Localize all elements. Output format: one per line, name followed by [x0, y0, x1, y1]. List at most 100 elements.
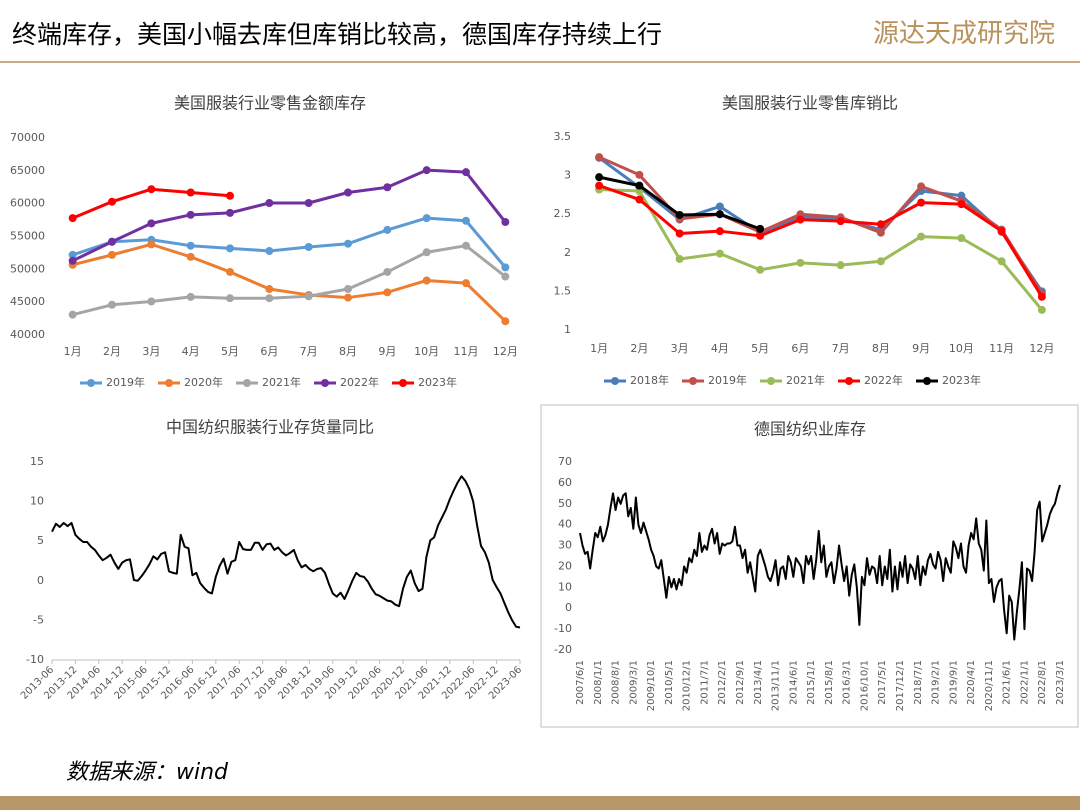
- y-tick-label: 1: [564, 323, 571, 336]
- y-tick-label: 70000: [10, 131, 45, 144]
- x-tick-label: 2007/6/1: [575, 660, 586, 705]
- chart-title: 中国纺织服装行业存货量同比: [166, 418, 374, 437]
- x-tick-label: 2月: [103, 345, 121, 358]
- marker: [715, 249, 724, 258]
- marker: [917, 232, 926, 241]
- x-tick-label: 2013/11/1: [771, 660, 782, 711]
- marker: [344, 188, 352, 197]
- marker: [501, 317, 510, 326]
- marker: [383, 288, 392, 297]
- x-tick-label: 1月: [64, 345, 82, 358]
- y-tick-label: -10: [26, 653, 44, 666]
- y-tick-label: 70: [558, 455, 572, 468]
- legend-marker: [243, 379, 251, 387]
- marker: [383, 267, 392, 276]
- x-tick-label: 2020/4/1: [966, 660, 977, 705]
- marker: [501, 263, 510, 272]
- x-tick-label: 10月: [414, 345, 439, 358]
- marker: [997, 257, 1006, 266]
- x-tick-label: 2016/3/1: [842, 660, 853, 705]
- x-tick-label: 3月: [671, 342, 689, 355]
- legend-label: 2019年: [106, 375, 145, 389]
- marker: [265, 285, 274, 294]
- line: [72, 216, 507, 269]
- line: [72, 242, 507, 323]
- line: [598, 156, 1044, 293]
- x-tick-label: 3月: [142, 345, 160, 358]
- y-tick-label: 60000: [10, 197, 45, 210]
- marker: [675, 254, 684, 263]
- legend-marker: [611, 377, 619, 385]
- x-tick-label: 2009/10/1: [646, 660, 657, 711]
- legend-label: 2023年: [418, 375, 457, 389]
- marker: [756, 231, 765, 240]
- y-tick-label: 0: [37, 574, 44, 587]
- x-tick-label: 2012/2/1: [717, 660, 728, 705]
- x-tick-label: 2月: [630, 342, 648, 355]
- legend-label: 2023年: [942, 373, 981, 387]
- marker: [186, 210, 195, 219]
- marker: [304, 199, 313, 208]
- x-tick-label: 2014/6/1: [788, 660, 799, 705]
- marker: [422, 248, 431, 257]
- marker: [462, 168, 470, 177]
- y-tick-label: 65000: [10, 164, 45, 177]
- x-tick-label: 2021/6/1: [1002, 660, 1013, 705]
- y-tick-label: 3.5: [554, 130, 572, 143]
- marker: [715, 210, 724, 219]
- x-tick-label: 2015/8/1: [824, 660, 835, 705]
- x-tick-label: 9月: [378, 345, 396, 358]
- marker: [68, 214, 77, 223]
- marker: [422, 276, 431, 285]
- x-tick-label: 2019/2/1: [931, 660, 942, 705]
- marker: [876, 220, 885, 229]
- legend-marker: [165, 379, 173, 387]
- marker: [226, 191, 234, 200]
- x-tick-label: 2023/3/1: [1055, 660, 1066, 705]
- marker: [796, 215, 805, 224]
- y-tick-label: 40: [558, 518, 572, 531]
- y-tick-label: 30: [558, 539, 572, 552]
- legend-label: 2020年: [184, 375, 223, 389]
- line: [72, 244, 507, 317]
- x-tick-label: 2008/8/1: [611, 660, 622, 705]
- marker: [147, 297, 156, 306]
- x-tick-label: 2011/7/1: [699, 660, 710, 705]
- y-tick-label: 3: [564, 169, 571, 182]
- marker: [462, 279, 470, 288]
- y-tick-label: -20: [554, 643, 572, 656]
- y-tick-label: -5: [33, 613, 44, 626]
- x-tick-label: 8月: [339, 345, 357, 358]
- y-tick-label: 40000: [10, 328, 45, 341]
- legend-marker: [87, 379, 95, 387]
- y-tick-label: 10: [30, 495, 44, 508]
- marker: [186, 252, 195, 261]
- marker: [836, 261, 845, 270]
- marker: [108, 197, 116, 206]
- x-tick-label: 8月: [872, 342, 890, 355]
- y-tick-label: 2.5: [554, 207, 572, 220]
- x-tick-label: 5月: [751, 342, 769, 355]
- y-tick-label: 2: [564, 246, 571, 259]
- x-tick-label: 6月: [260, 345, 278, 358]
- marker: [265, 199, 274, 208]
- source-note: 数据来源：wind: [66, 760, 229, 785]
- legend-marker: [321, 379, 329, 387]
- legend-marker: [767, 377, 775, 385]
- marker: [756, 265, 765, 274]
- x-tick-label: 2018/7/1: [913, 660, 924, 705]
- marker: [501, 218, 510, 227]
- legend-label: 2021年: [262, 375, 301, 389]
- line: [598, 184, 1044, 298]
- line: [579, 484, 1061, 641]
- y-tick-label: 50000: [10, 262, 45, 275]
- x-tick-label: 2022/1/1: [1019, 660, 1030, 705]
- marker: [108, 300, 116, 309]
- marker: [635, 170, 644, 179]
- footer-bar: [0, 796, 1080, 810]
- slide-title: 终端库存，美国小幅去库但库销比较高，德国库存持续上行: [12, 20, 662, 49]
- x-tick-label: 2016/10/1: [859, 660, 870, 711]
- x-tick-label: 11月: [989, 342, 1014, 355]
- marker: [108, 237, 116, 246]
